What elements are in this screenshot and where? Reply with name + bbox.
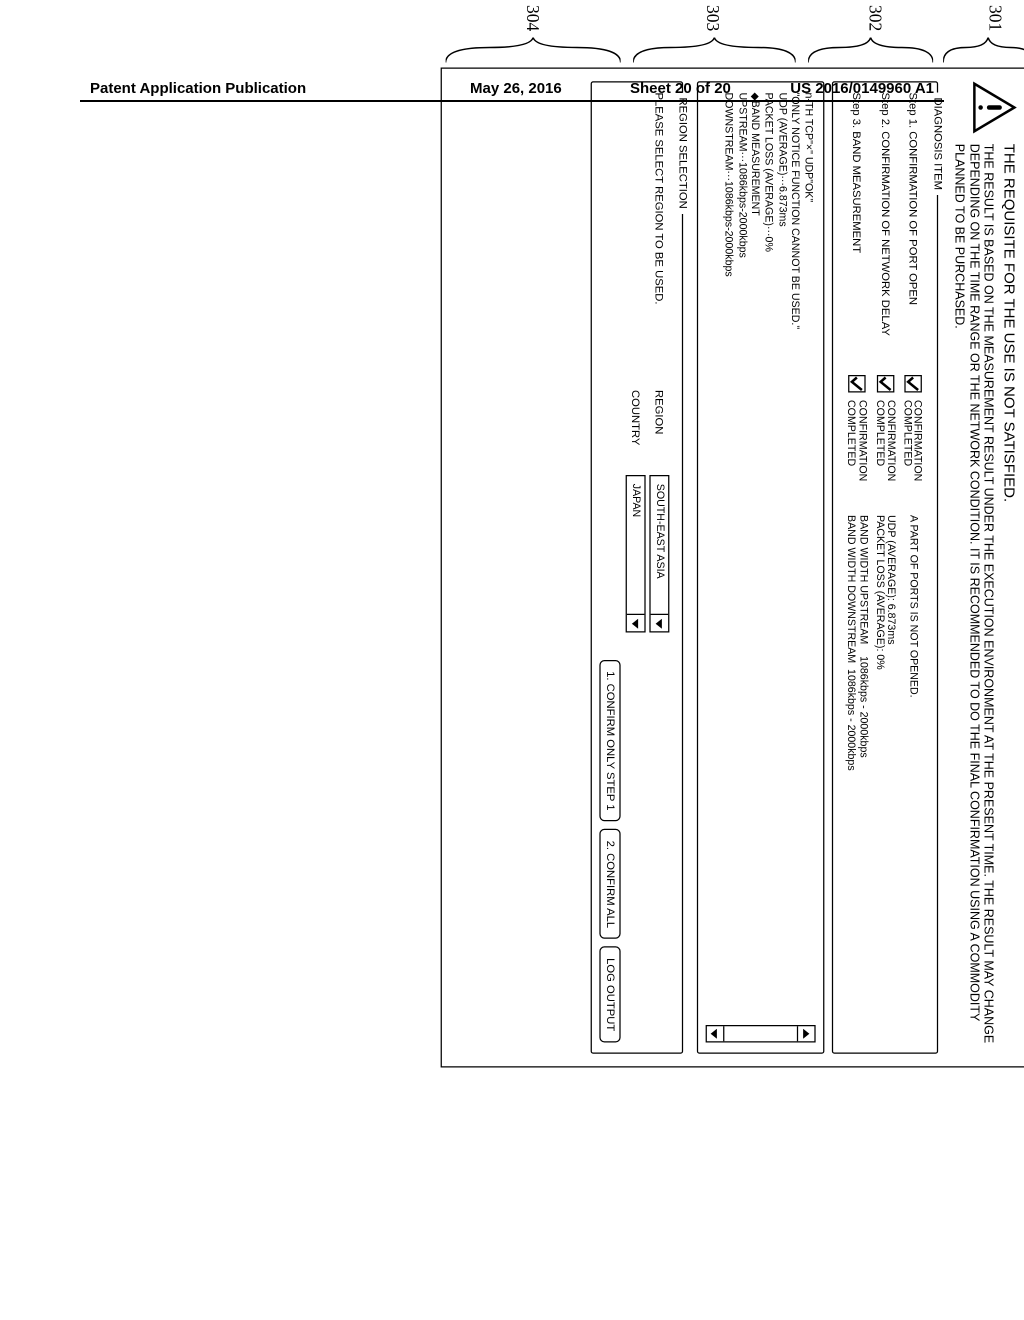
- country-value: JAPAN: [629, 476, 641, 614]
- step1-confirmation: CONFIRMATION COMPLETED: [902, 400, 923, 508]
- step1-label: Step 1. CONFIRMATION OF PORT OPEN: [906, 93, 919, 368]
- diagnosis-step-1: Step 1. CONFIRMATION OF PORT OPEN CONFIR…: [902, 93, 923, 1043]
- region-value: SOUTH-EAST ASIA: [653, 476, 665, 614]
- log-line: PACKET LOSS (AVERAGE)···0%: [762, 93, 775, 1021]
- dialog-window: THE REQUISITE FOR THE USE IS NOT SATISFI…: [441, 68, 1024, 1068]
- region-fieldset: REGION SELECTION PLEASE SELECT REGION TO…: [591, 81, 689, 1054]
- step1-detail: A PART OF PORTS IS NOT OPENED.: [907, 515, 919, 1043]
- log-line: DOWNSTREAM···1086kbps-2000kbps: [723, 93, 736, 1021]
- dropdown-arrow: [626, 614, 644, 632]
- warning-headline: THE REQUISITE FOR THE USE IS NOT SATISFI…: [1000, 144, 1017, 1054]
- brace-304: [446, 38, 621, 68]
- brace-301: [943, 38, 1024, 68]
- step2-detail: UDP (AVERAGE): 6.873ms PACKET LOSS (AVER…: [874, 515, 897, 1043]
- log-textarea[interactable]: n-TH TCP"×" UDP"OK" "ONLY NOTICE FUNCTIO…: [706, 93, 816, 1026]
- region-legend: REGION SELECTION: [676, 93, 689, 214]
- region-label: REGION: [652, 390, 665, 465]
- scroll-down-button[interactable]: [707, 1026, 725, 1041]
- step3-confirmation: CONFIRMATION COMPLETED: [847, 400, 868, 508]
- dropdown-arrow: [650, 614, 668, 632]
- country-select[interactable]: JAPAN: [625, 475, 645, 633]
- step2-checkbox[interactable]: [877, 375, 895, 393]
- callout-303: 303: [701, 5, 721, 31]
- confirm-all-button[interactable]: 2. CONFIRM ALL: [600, 829, 620, 939]
- step2-label: Step 2. CONFIRMATION OF NETWORK DELAY: [879, 93, 892, 368]
- log-fieldset: n-TH TCP"×" UDP"OK" "ONLY NOTICE FUNCTIO…: [697, 81, 825, 1054]
- chevron-down-icon: [710, 1029, 720, 1039]
- diagnosis-step-2: Step 2. CONFIRMATION OF NETWORK DELAY CO…: [874, 93, 897, 1043]
- diagnosis-fieldset: DIAGNOSIS ITEM Step 1. CONFIRMATION OF P…: [832, 81, 944, 1054]
- region-select[interactable]: SOUTH-EAST ASIA: [649, 475, 669, 633]
- scroll-up-button[interactable]: [797, 1026, 815, 1041]
- region-prompt: PLEASE SELECT REGION TO BE USED.: [652, 93, 665, 381]
- check-icon: [878, 376, 893, 391]
- step1-checkbox[interactable]: [904, 375, 922, 393]
- step3-label: Step 3. BAND MEASUREMENT: [851, 93, 864, 368]
- callout-302: 302: [863, 5, 883, 31]
- country-label: COUNTRY: [629, 390, 642, 465]
- check-icon: [905, 376, 920, 391]
- diagnosis-legend: DIAGNOSIS ITEM: [931, 93, 944, 196]
- brace-302: [808, 38, 933, 68]
- confirm-step1-button[interactable]: 1. CONFIRM ONLY STEP 1: [600, 660, 620, 822]
- diagnosis-step-3: Step 3. BAND MEASUREMENT CONFIRMATION CO…: [846, 93, 869, 1043]
- step2-confirmation: CONFIRMATION COMPLETED: [875, 400, 896, 508]
- log-line: n-TH TCP"×" UDP"OK": [802, 93, 815, 1021]
- header-publication: Patent Application Publication: [90, 80, 306, 97]
- log-line: UDP (AVERAGE)···6.873ms: [776, 93, 789, 1021]
- log-output-button[interactable]: LOG OUTPUT: [600, 947, 620, 1043]
- step3-detail: BAND WIDTH UPSTREAM 1086kbps - 2000kbps …: [846, 515, 869, 1043]
- callout-301: 301: [983, 5, 1003, 31]
- scrollbar[interactable]: [706, 1025, 816, 1043]
- warning-section: THE REQUISITE FOR THE USE IS NOT SATISFI…: [952, 81, 1017, 1054]
- chevron-down-icon: [630, 618, 640, 628]
- callout-304: 304: [521, 5, 541, 31]
- warning-icon: [969, 81, 1017, 134]
- chevron-down-icon: [654, 618, 664, 628]
- log-line: UPSTREAM···1086kbps-2000kbps: [736, 93, 749, 1021]
- check-icon: [850, 376, 865, 391]
- warning-body: THE RESULT IS BASED ON THE MEASUREMENT R…: [952, 144, 995, 1054]
- log-line: "ONLY NOTICE FUNCTION CANNOT BE USED.": [789, 93, 802, 1021]
- chevron-up-icon: [801, 1029, 811, 1039]
- step3-checkbox[interactable]: [849, 375, 867, 393]
- log-line: ◆BAND MEASUREMENT: [749, 93, 762, 1021]
- brace-303: [633, 38, 796, 68]
